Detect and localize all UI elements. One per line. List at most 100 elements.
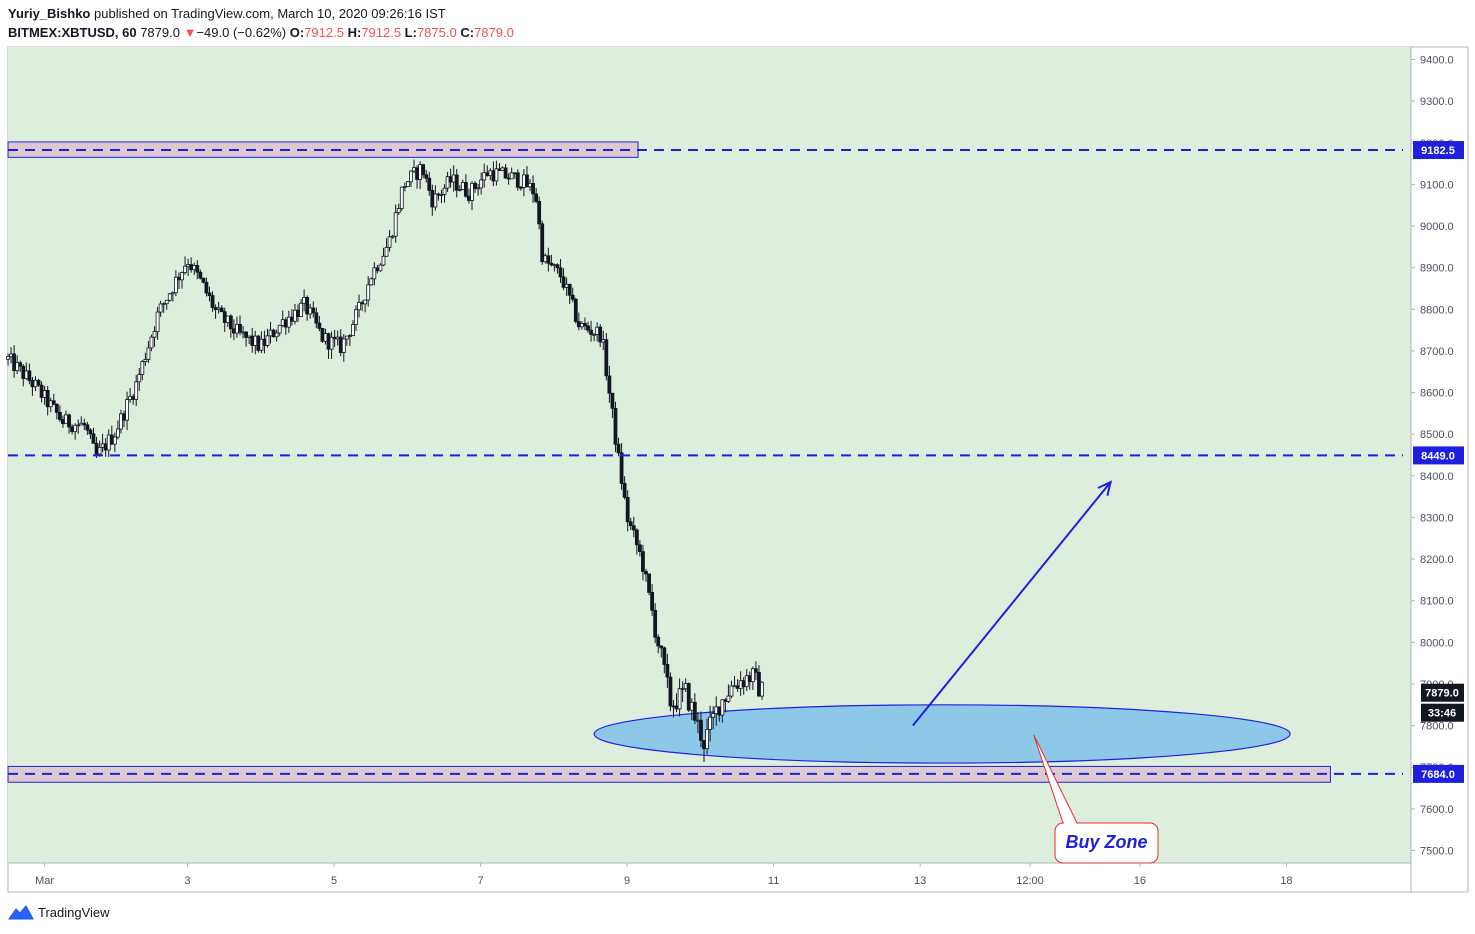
candle-body [347,335,352,338]
level-price-tag [1413,764,1464,783]
candle-body [149,336,154,349]
candle-body [579,322,584,328]
candle-body [659,645,664,649]
down-arrow-icon: ▼ [183,25,197,40]
candle-body [268,329,273,337]
candle-body [259,338,264,351]
candle-body [228,315,233,330]
candle-body [726,695,731,702]
arrowhead-icon [1097,480,1113,496]
candle-body [512,172,517,175]
candle-body [583,322,587,327]
candle-body [479,179,484,189]
candle-body [506,177,511,180]
candle-body [399,186,404,209]
candle-body [76,424,81,427]
tradingview-branding[interactable]: TradingView [8,904,110,920]
candle-body [344,335,349,340]
candle-body [357,302,361,311]
candle-body [146,347,151,360]
level-price-label: 8449.0 [1421,450,1455,462]
candle-body [451,174,456,183]
author-name[interactable]: Yuriy_Bishko [8,6,91,21]
candle-body [329,336,334,350]
candle-body [265,335,270,346]
candle-body [521,174,526,188]
candle-body [277,324,282,334]
x-tick-label: 12:00 [1016,875,1044,887]
candle-body [42,389,47,398]
candle-body [372,267,377,280]
candle-body [274,332,279,338]
candle-body [592,333,597,336]
x-tick-label: 16 [1134,875,1146,887]
candle-body [641,551,645,572]
candle-body [738,680,743,689]
candle-body [186,264,191,267]
high-value: 7912.5 [361,25,402,40]
candle-body [103,443,108,451]
candle-body [491,170,496,182]
candle-body [695,719,700,722]
candle-body [119,413,123,430]
candle-body [744,675,749,688]
candle-body [6,356,10,360]
candle-body [100,443,105,448]
y-tick-label: 8900.0 [1420,263,1454,275]
candle-body [555,264,560,269]
candle-body [332,336,337,340]
candle-body [314,312,319,324]
candle-body [518,186,523,189]
candle-body [262,338,267,346]
candle-body [677,688,682,710]
candle-body [482,172,487,181]
candle-body [750,668,755,683]
candle-body [476,187,481,190]
candle-body [280,319,285,326]
y-tick-label: 8200.0 [1420,554,1454,566]
candle-body [351,324,355,337]
x-tick-label: 7 [477,875,483,887]
candle-body [289,316,294,322]
candle-body [448,176,453,183]
candle-body [457,189,462,191]
candle-body [317,322,322,329]
candle-body [323,333,328,342]
candle-body [250,335,255,346]
candle-body [607,375,612,394]
candle-body [286,316,291,328]
y-tick-label: 7600.0 [1420,804,1454,816]
candle-body [320,328,325,342]
candle-body [454,174,459,191]
candle-body [213,307,218,310]
candle-body [653,609,658,638]
y-tick-label: 8400.0 [1420,471,1454,483]
candle-body [665,663,670,678]
candle-body [708,716,713,730]
candle-body [729,685,734,697]
candle-body [570,294,575,300]
candle-body [115,428,120,438]
candle-body [393,212,398,237]
candle-body [473,182,477,189]
candle-body [598,326,603,343]
last-price-tag [1421,683,1464,702]
candle-body [628,521,633,527]
y-tick-label: 7800.0 [1420,721,1454,733]
candle-body [702,740,706,749]
candle-body [134,381,139,400]
published-text: published on TradingView.com, March 10, … [94,6,446,21]
candle-body [54,403,59,413]
candle-body [296,309,300,317]
candle-body [335,336,340,340]
candle-body [534,193,539,202]
candle-body [424,174,429,179]
candle-body [558,267,563,278]
candle-body [396,208,401,214]
candle-body [573,298,578,322]
candle-body [634,529,639,546]
low-label: L: [404,25,417,40]
candle-body [717,706,722,716]
candle-body [692,701,697,721]
